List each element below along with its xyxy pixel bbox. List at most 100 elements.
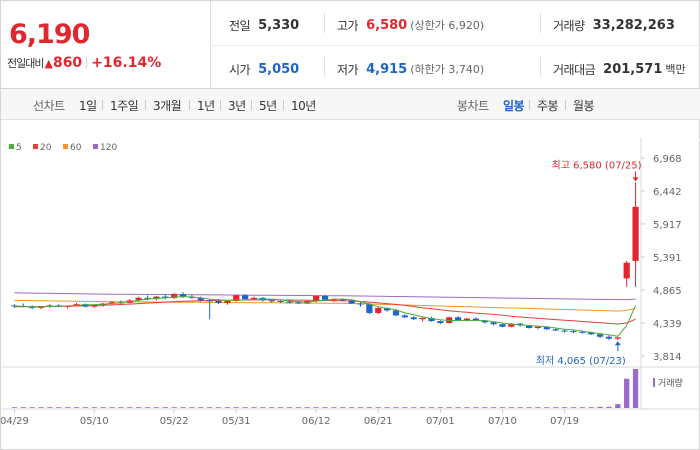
candle-period-weekly[interactable]: 주봉 (537, 99, 559, 113)
low-label: 저가 (337, 62, 359, 77)
max-price-annotation: 최고 6,580 (07/25) (552, 159, 642, 171)
candle-body (224, 301, 231, 303)
candle-body (348, 300, 355, 304)
legend-label-20: 20 (40, 143, 52, 153)
y-tick-label: 4,339 (653, 319, 682, 330)
volume-bar (331, 407, 337, 408)
amount-value: 201,571 (603, 61, 663, 77)
x-tick-label: 06/21 (364, 416, 393, 427)
period-10y[interactable]: 10년 (291, 99, 316, 113)
period-3y[interactable]: 3년 (228, 99, 246, 113)
candle-body (91, 305, 98, 307)
low-value: 4,915 (366, 61, 408, 77)
candle-body (401, 315, 408, 318)
volume-bar (127, 407, 133, 408)
candle-body (623, 262, 630, 279)
volume-bar (473, 407, 479, 408)
ma60-line (14, 299, 636, 312)
volume-bar (189, 407, 195, 408)
volume-bar (579, 407, 585, 408)
open-price: 시가 5,050 (229, 47, 299, 91)
x-tick-label: 04/29 (1, 416, 29, 427)
candle-body (250, 297, 258, 300)
candle-body (215, 301, 222, 303)
amount-label: 거래대금 (553, 62, 596, 77)
volume-value: 33,282,263 (592, 17, 675, 33)
divider (145, 100, 146, 110)
period-5y[interactable]: 5년 (259, 99, 277, 113)
candle-body (37, 306, 45, 308)
low-price: 저가 4,915 (하한가 3,740) (337, 47, 484, 91)
legend-swatch-5 (9, 144, 14, 149)
candle-body (392, 310, 400, 316)
volume-bar (295, 407, 302, 408)
candle-period-daily[interactable]: 일봉 (503, 99, 525, 113)
legend-label-120: 120 (100, 143, 117, 153)
candle-body (525, 325, 533, 329)
y-tick-label: 3,814 (653, 352, 682, 363)
price-chart[interactable]: 5 20 60 120 6,968 6,442 5,917 5,391 4,865 4,339 3,… (0, 121, 700, 450)
volume-bar (233, 407, 239, 408)
candle-body (632, 206, 639, 261)
volume-bar (91, 407, 97, 408)
volume-bar (499, 407, 506, 408)
period-1y[interactable]: 1년 (197, 99, 215, 113)
volume-bar (455, 407, 461, 408)
volume-bar (348, 407, 355, 408)
prev-close: 전일 5,330 (229, 3, 299, 47)
period-3m[interactable]: 3개월 (153, 99, 182, 113)
y-tick-label: 5,391 (653, 253, 682, 264)
volume-bar (482, 407, 488, 408)
volume-bar (269, 407, 275, 408)
x-tick-label: 05/10 (80, 416, 109, 427)
volume-bar (304, 407, 310, 408)
volume-bar (588, 407, 594, 408)
min-price-annotation: 최저 4,065 (07/23) (536, 355, 626, 367)
candle-body (570, 331, 577, 333)
upper-limit: (상한가 6,920) (410, 19, 485, 32)
change-percent: +16.14% (91, 55, 162, 71)
legend-swatch-20 (33, 144, 38, 149)
candle-body (472, 318, 479, 321)
volume-bar (118, 407, 124, 408)
volume-bar (277, 407, 284, 408)
lower-limit: (하한가 3,740) (410, 63, 485, 76)
candle-body (144, 297, 151, 300)
candle-body (605, 336, 613, 339)
volume-label: 거래량 (553, 18, 585, 33)
divider (283, 100, 284, 110)
divider (324, 57, 325, 77)
divider (529, 100, 530, 110)
volume-bar (490, 407, 497, 408)
period-1d[interactable]: 1일 (79, 99, 97, 113)
x-tick-label: 06/12 (302, 416, 331, 427)
candle-body (508, 323, 515, 327)
x-tick-label: 07/01 (426, 416, 455, 427)
divider (540, 57, 541, 77)
candle-period-monthly[interactable]: 월봉 (573, 99, 595, 113)
volume-bar (322, 407, 328, 408)
candlestick-chart-svg[interactable]: 5 20 60 120 6,968 6,442 5,917 5,391 4,865 4,339 3,… (0, 121, 700, 450)
volume-bar (402, 407, 408, 408)
volume-bar (47, 407, 53, 408)
divider (565, 100, 566, 110)
y-tick-label: 4,865 (653, 286, 682, 297)
price-header: 6,190 전일대비▲860 +16.14% 전일 5,330 고가 6,580 … (1, 1, 700, 89)
open-value: 5,050 (258, 61, 300, 77)
divider (540, 13, 541, 33)
candle-body (268, 300, 275, 302)
period-1w[interactable]: 1주일 (110, 99, 139, 113)
volume-bar (393, 407, 399, 408)
volume-bar (109, 407, 115, 408)
candle-body (499, 324, 506, 327)
candle-body (463, 318, 471, 321)
legend-swatch-120 (93, 144, 98, 149)
candle-body (295, 302, 302, 304)
candle-body (596, 334, 604, 337)
volume-bar (198, 407, 204, 408)
line-chart-label: 선차트 (33, 99, 65, 113)
open-label: 시가 (229, 62, 251, 77)
prev-close-label: 전일 (229, 18, 251, 33)
volume-bar (553, 407, 559, 408)
divider (324, 13, 325, 33)
